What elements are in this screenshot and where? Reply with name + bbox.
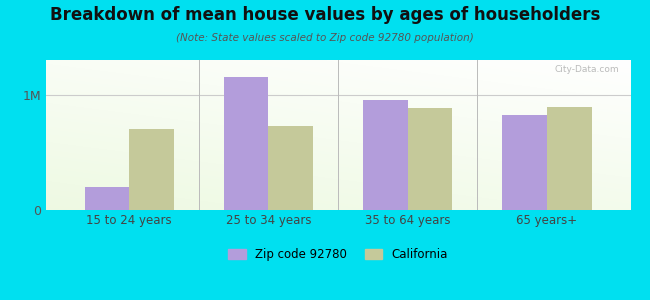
Text: (Note: State values scaled to Zip code 92780 population): (Note: State values scaled to Zip code 9… [176,33,474,43]
Bar [129,129,174,210]
Bar [268,126,313,210]
Text: City-Data.com: City-Data.com [554,64,619,74]
Text: Breakdown of mean house values by ages of householders: Breakdown of mean house values by ages o… [50,6,600,24]
Bar [363,100,408,210]
Bar [224,77,268,210]
Legend: Zip code 92780, California: Zip code 92780, California [222,242,454,267]
Bar [84,187,129,210]
Bar [547,107,592,210]
Bar [502,116,547,210]
Bar [408,109,452,210]
